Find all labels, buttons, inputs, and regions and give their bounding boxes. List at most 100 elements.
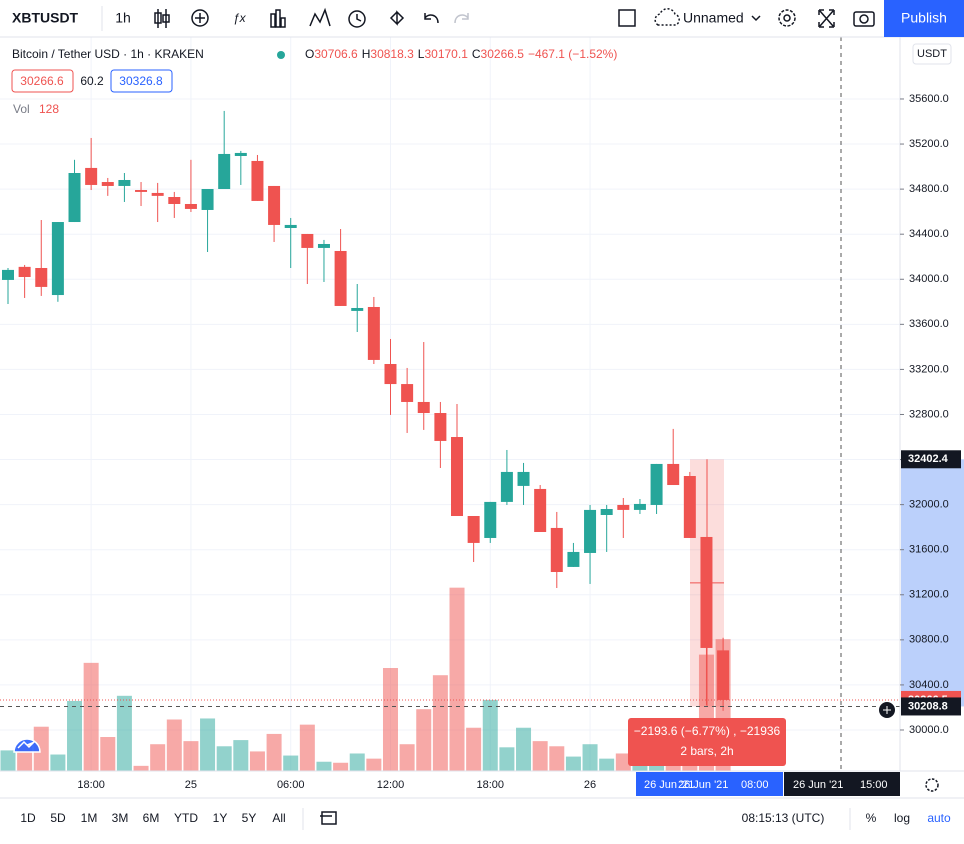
range-end: 26 Jun '21 — [678, 779, 728, 791]
volume-bar — [33, 726, 49, 771]
goto-date-icon[interactable] — [320, 811, 337, 825]
volume-bar — [482, 699, 498, 771]
axis-settings[interactable] — [925, 778, 939, 792]
templates-icon[interactable] — [270, 9, 286, 28]
range-button[interactable]: 1D — [20, 811, 36, 825]
ohlc-key: L — [418, 47, 425, 61]
candle-body — [51, 222, 64, 296]
auto-toggle[interactable]: auto — [927, 811, 951, 825]
candle-body — [401, 384, 414, 402]
y-tick-label: 31600.0 — [909, 544, 949, 556]
volume-bar — [632, 762, 648, 771]
indicators-icon[interactable]: ƒx — [233, 11, 247, 25]
fullscreen-icon[interactable] — [618, 9, 636, 27]
publish-button[interactable] — [884, 0, 964, 37]
y-tick-label: 30400.0 — [909, 679, 949, 691]
candle-body — [384, 363, 397, 385]
range-button[interactable]: 5Y — [242, 811, 257, 825]
y-tick-label: 30000.0 — [909, 724, 949, 736]
candle-body — [234, 152, 247, 156]
ohlc-key: O — [305, 47, 314, 61]
volume-bar — [366, 758, 382, 771]
bid-box — [11, 69, 74, 93]
measure-label: −2193.6 (−6.77%) , −21936 — [634, 724, 781, 738]
snapshot-icon[interactable] — [853, 11, 875, 27]
range-buttons: 1D 5D 1M 3M 6M YTD 1Y 5Y All — [20, 811, 285, 825]
candle-body — [151, 192, 164, 196]
volume-bar — [549, 746, 565, 771]
candle-body — [184, 203, 197, 209]
price-range-highlight — [901, 459, 964, 707]
y-tick-label: 31200.0 — [909, 589, 949, 601]
layout-name[interactable]: Unnamed — [683, 10, 744, 26]
volume-bar — [615, 753, 631, 771]
y-tick-label: 35200.0 — [909, 138, 949, 150]
crosshair-price-box — [901, 697, 961, 716]
volume-bar — [266, 733, 282, 771]
rewind-icon[interactable] — [389, 10, 405, 26]
range-button[interactable]: 6M — [143, 811, 160, 825]
volume-bar — [233, 740, 249, 771]
undo-icon[interactable] — [424, 13, 439, 24]
volume-bar — [100, 737, 116, 771]
range-button[interactable]: YTD — [174, 811, 198, 825]
dropdown-icon[interactable] — [751, 15, 761, 22]
volume-bar — [466, 727, 482, 771]
volume-bar — [116, 695, 132, 771]
volume-bar — [83, 662, 99, 771]
interval[interactable]: 1h — [115, 10, 131, 26]
volume-bar — [166, 719, 182, 771]
range-button[interactable]: 5D — [50, 811, 66, 825]
volume-bar — [216, 746, 232, 771]
ohlc-key: C — [472, 47, 481, 61]
volume-bar — [432, 675, 448, 771]
log-toggle[interactable]: log — [894, 811, 910, 825]
symbol[interactable]: XBTUSDT — [12, 10, 79, 26]
ohlc-key: H — [362, 47, 371, 61]
volume-bar — [416, 709, 432, 771]
candle-body — [633, 503, 646, 510]
measure-from-price: 32402.4 — [908, 453, 949, 465]
volume-bar — [316, 761, 332, 771]
settings-icon[interactable] — [778, 9, 796, 27]
range-button[interactable]: 1M — [81, 811, 98, 825]
expand-icon[interactable] — [818, 9, 835, 28]
spread: 60.2 — [80, 74, 104, 88]
range-button[interactable]: All — [272, 811, 285, 825]
ask-box — [110, 69, 173, 93]
volume-bar — [249, 751, 265, 771]
candle-body — [2, 269, 14, 280]
publish-label[interactable]: Publish — [901, 10, 947, 26]
percent-toggle[interactable]: % — [866, 811, 877, 825]
redo-icon[interactable] — [454, 13, 469, 24]
volume-bar — [399, 744, 415, 771]
candle-body — [600, 509, 613, 515]
volume-bar — [133, 765, 149, 771]
range-button[interactable]: 3M — [112, 811, 129, 825]
candle-body — [68, 173, 81, 223]
candle-body — [85, 167, 98, 185]
volume-bar — [183, 741, 199, 771]
compare-icon[interactable] — [191, 9, 209, 27]
market-status — [277, 51, 285, 59]
crosshair-add-plus — [883, 706, 891, 714]
volume-bar — [349, 753, 365, 771]
crosshair-date: 26 Jun '21 — [793, 779, 843, 791]
range-button[interactable]: 1Y — [213, 811, 228, 825]
candle-body — [451, 437, 464, 517]
candle-body — [351, 307, 364, 311]
candle-body — [567, 551, 580, 567]
ohlc-value: 30266.5 — [481, 47, 525, 61]
replay-icon[interactable] — [348, 10, 366, 28]
chart-area: −2193.6 (−6.77%) , −21936 2 bars, 2h 30000… — [0, 37, 964, 796]
candle-body — [317, 243, 330, 248]
y-tick-label: 32000.0 — [909, 499, 949, 511]
alert-icon[interactable] — [309, 7, 331, 27]
candle-body — [268, 185, 281, 225]
x-tick-label: 18:00 — [477, 779, 505, 791]
volume-bar — [67, 700, 83, 771]
ohlc-value: 30818.3 — [370, 47, 414, 61]
x-tick-label: 26 — [584, 779, 596, 791]
candle-type-icon[interactable] — [154, 9, 170, 28]
